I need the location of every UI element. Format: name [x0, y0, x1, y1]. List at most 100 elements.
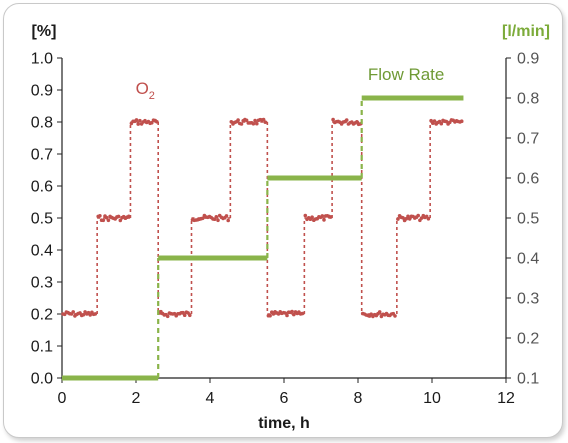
o2-data-point	[344, 118, 349, 122]
o2-data-band	[61, 310, 98, 318]
y-right-tick-label: 0.4	[517, 251, 539, 268]
y-right-tick-label: 0.6	[517, 171, 539, 188]
o2-data-point	[396, 217, 400, 221]
o2-data-point	[71, 310, 75, 314]
o2-data-point	[401, 216, 405, 220]
x-tick-label: 10	[423, 390, 441, 407]
o2-data-point	[134, 118, 139, 122]
o2-data-band	[229, 117, 268, 126]
o2-label-subscript: 2	[149, 90, 155, 102]
flow-rate-series-label: Flow Rate	[368, 65, 445, 84]
o2-data-point	[81, 313, 86, 317]
o2-data-point	[224, 214, 229, 218]
y-right-tick-label: 0.9	[517, 51, 539, 68]
o2-data-band	[396, 213, 431, 223]
o2-series-label: O2	[136, 79, 155, 102]
ticks-group: 0 2 4 6 8 10 12 0.0 0.1 0.2 0.3 0.4 0.5 0.6 0.7 0.8 0.9 1…	[31, 51, 540, 408]
o2-data-band	[266, 309, 305, 318]
y-left-tick-label: 0.9	[31, 83, 53, 100]
y-left-tick-label: 0.4	[31, 243, 53, 260]
y-left-tick-label: 0.8	[31, 115, 53, 132]
o2-data-band	[360, 310, 397, 319]
o2-data-point	[290, 309, 294, 314]
o2-data-point	[322, 218, 326, 222]
o2-data-point	[251, 122, 256, 126]
x-tick-label: 6	[280, 390, 289, 407]
x-tick-label: 0	[58, 390, 67, 407]
o2-data-point	[104, 215, 109, 220]
y-left-tick-label: 0.0	[31, 371, 53, 388]
y-right-axis-title: [l/min]	[502, 23, 550, 40]
y-right-tick-label: 0.2	[517, 331, 539, 348]
y-left-tick-label: 0.3	[31, 275, 53, 292]
o2-series	[61, 117, 464, 319]
o2-data-band	[190, 213, 230, 223]
o2-data-point	[406, 214, 410, 219]
o2-data-band	[157, 309, 192, 319]
o2-data-point	[377, 310, 382, 314]
o2-data-point	[138, 118, 142, 123]
o2-data-band	[129, 118, 159, 126]
o2-data-point	[263, 120, 268, 124]
o2-data-point	[407, 217, 412, 221]
x-tick-label: 4	[206, 390, 215, 407]
o2-data-point	[303, 213, 308, 218]
y-left-tick-label: 0.5	[31, 211, 53, 228]
y-left-tick-label: 0.6	[31, 179, 53, 196]
o2-data-point	[106, 218, 111, 223]
o2-data-point	[432, 119, 437, 123]
o2-data-point	[165, 314, 170, 319]
o2-data-point	[239, 122, 244, 126]
y-right-tick-label: 0.8	[517, 91, 539, 108]
y-left-tick-label: 0.2	[31, 307, 53, 324]
o2-data-point	[426, 217, 431, 221]
o2-data-point	[331, 117, 335, 122]
o2-data-point	[182, 313, 187, 318]
y-left-tick-label: 0.1	[31, 339, 53, 356]
o2-data-point	[101, 218, 106, 223]
o2-data-point	[459, 119, 464, 123]
o2-data-band	[303, 213, 333, 222]
o2-data-point	[150, 121, 154, 125]
o2-data-point	[292, 312, 296, 317]
o2-data-point	[254, 121, 259, 126]
o2-data-point	[261, 117, 266, 122]
o2-data-point	[216, 218, 220, 223]
series-layer	[61, 95, 464, 381]
x-tick-label: 2	[132, 390, 141, 407]
y-left-axis-title: [%]	[32, 23, 57, 40]
o2-data-point	[200, 216, 205, 221]
y-right-tick-label: 0.7	[517, 131, 539, 148]
o2-data-point	[98, 214, 102, 218]
o2-data-point	[253, 118, 257, 123]
x-tick-label: 8	[354, 390, 363, 407]
y-right-tick-label: 0.1	[517, 371, 539, 388]
o2-data-point	[88, 313, 92, 317]
o2-data-point	[236, 118, 240, 122]
o2-data-point	[439, 121, 444, 126]
x-axis-title: time, h	[258, 415, 310, 432]
o2-data-band	[429, 118, 464, 126]
o2-data-point	[320, 214, 325, 218]
y-left-tick-label: 1.0	[31, 51, 53, 68]
o2-data-point	[310, 215, 314, 219]
o2-data-point	[188, 313, 192, 318]
y-left-tick-label: 0.7	[31, 147, 53, 164]
o2-data-point	[118, 218, 123, 223]
o2-data-point	[214, 215, 219, 219]
o2-data-band	[331, 117, 363, 127]
o2-data-point	[416, 213, 421, 218]
o2-data-point	[226, 218, 230, 223]
chart-frame	[3, 3, 563, 438]
y-right-tick-label: 0.5	[517, 211, 539, 228]
o2-data-point	[393, 314, 397, 318]
o2-data-band	[96, 214, 131, 223]
o2-data-point	[285, 313, 289, 318]
x-tick-label: 12	[497, 390, 515, 407]
flow-rate-series	[62, 95, 464, 381]
o2-data-point	[268, 313, 272, 318]
o2-data-point	[116, 214, 121, 219]
o2-data-point	[93, 312, 98, 316]
o2-data-point	[136, 122, 140, 126]
